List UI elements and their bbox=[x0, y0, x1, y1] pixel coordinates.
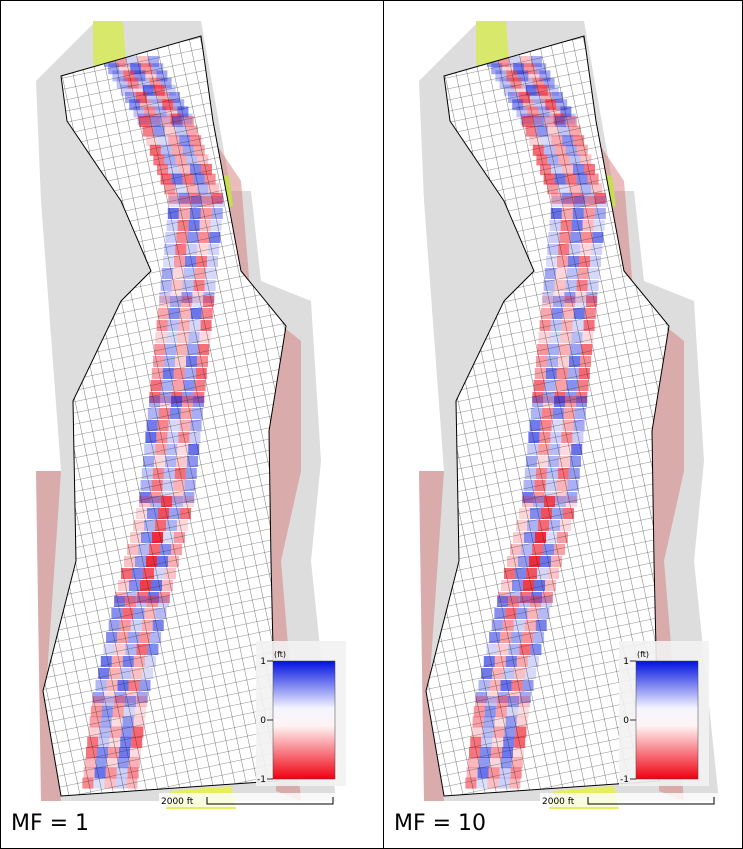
figure: (ft) 1 0 -1 2000 ft MF = 1 (ft) 1 0 -1 2000 ft M… bbox=[0, 0, 743, 849]
legend-unit: (ft) bbox=[274, 650, 286, 659]
mesh-map: (ft) 1 0 -1 2000 ft bbox=[1, 1, 383, 809]
legend-tick-label: 0 bbox=[623, 716, 629, 726]
mesh-map: (ft) 1 0 -1 2000 ft bbox=[384, 1, 742, 809]
scale-bar-label: 2000 ft bbox=[161, 797, 194, 807]
legend-colorbar bbox=[636, 661, 698, 779]
legend-tick-label: 0 bbox=[260, 716, 266, 726]
legend-tick-label: -1 bbox=[620, 775, 629, 785]
legend-tick-label: 1 bbox=[260, 657, 266, 667]
legend-tick-label: -1 bbox=[257, 775, 266, 785]
legend-colorbar bbox=[273, 661, 335, 779]
legend-tick-label: 1 bbox=[623, 657, 629, 667]
scale-bar-label: 2000 ft bbox=[542, 797, 575, 807]
legend-unit: (ft) bbox=[637, 650, 649, 659]
panel-label: MF = 1 bbox=[11, 811, 89, 836]
panel: (ft) 1 0 -1 2000 ft MF = 10 bbox=[384, 1, 742, 848]
panel-label: MF = 10 bbox=[394, 811, 486, 836]
panel: (ft) 1 0 -1 2000 ft MF = 1 bbox=[1, 1, 384, 848]
